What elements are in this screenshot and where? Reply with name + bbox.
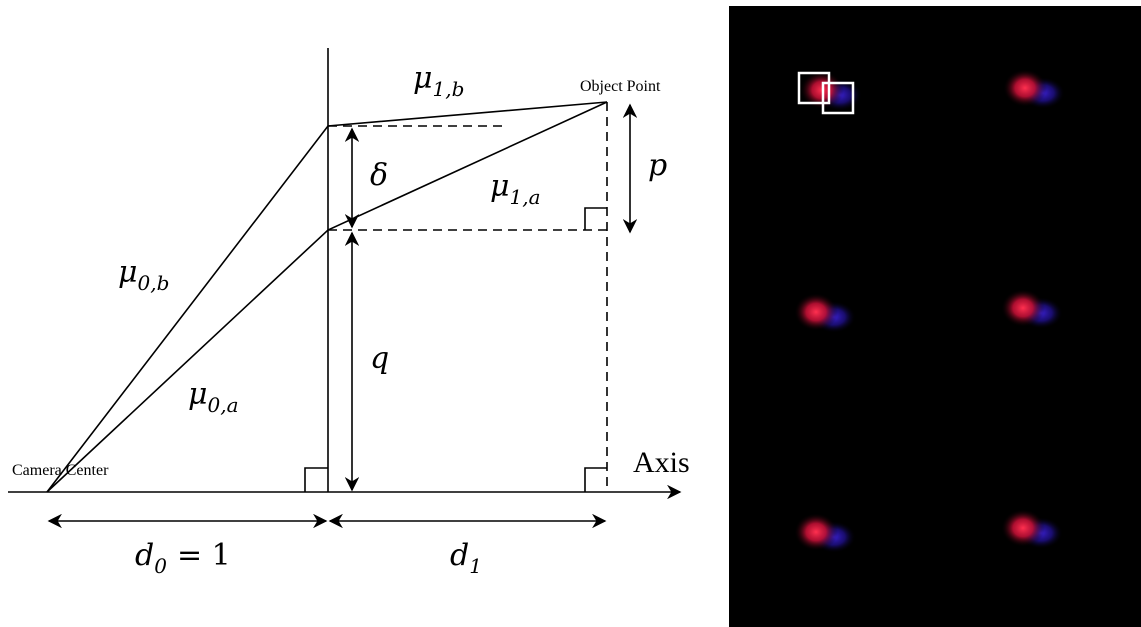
mu-1b-label: μ1,b — [413, 61, 464, 101]
p-label: p — [648, 148, 667, 183]
figure: Object Point Camera Center Axis μ1,b μ1,… — [0, 0, 1141, 627]
subscript: 0,b — [138, 271, 170, 295]
image-panel — [729, 6, 1141, 627]
right-angle — [305, 468, 328, 492]
subscript: 1,b — [433, 77, 465, 101]
image-background — [729, 6, 1141, 627]
ray-a — [47, 102, 607, 492]
symbol: μ — [188, 377, 208, 412]
subscript: 1 — [469, 554, 482, 578]
q-label: q — [370, 341, 389, 376]
equation-rest: = 1 — [177, 538, 231, 573]
camera-center-label: Camera Center — [12, 462, 109, 479]
mu-1a-label: μ1,a — [490, 169, 541, 209]
object-point-label: Object Point — [580, 78, 661, 95]
symbol: μ — [490, 169, 510, 204]
delta-label: δ — [370, 158, 388, 193]
subscript: 0 — [154, 554, 167, 578]
symbol: μ — [118, 255, 138, 290]
mu-0a-label: μ0,a — [188, 377, 239, 417]
subscript: 0,a — [208, 393, 239, 417]
axis-label: Axis — [633, 446, 690, 479]
d0-label: d0 = 1 — [135, 538, 231, 578]
symbol: d — [450, 538, 469, 573]
right-angle — [585, 468, 607, 492]
geometry-diagram: Object Point Camera Center Axis μ1,b μ1,… — [8, 48, 690, 578]
symbol: μ — [413, 61, 433, 96]
ray-b — [47, 102, 607, 492]
subscript: 1,a — [510, 185, 541, 209]
right-angle — [585, 208, 607, 230]
symbol: d — [135, 538, 154, 573]
mu-0b-label: μ0,b — [118, 255, 169, 295]
d1-label: d1 — [450, 538, 482, 578]
